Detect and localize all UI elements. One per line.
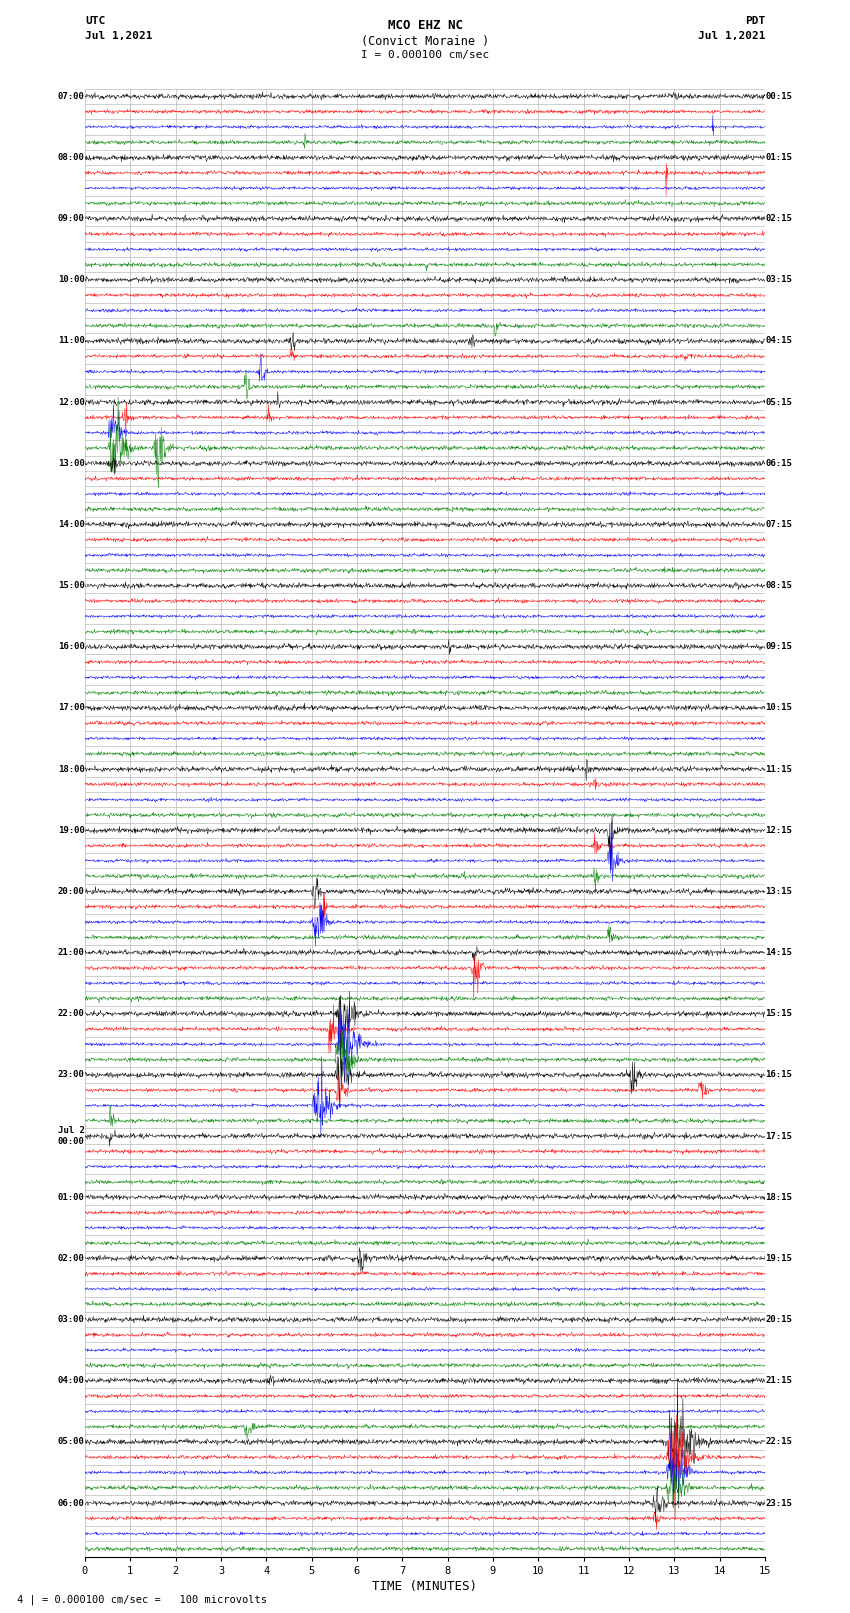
- Text: 09:15: 09:15: [765, 642, 792, 652]
- Text: (Convict Moraine ): (Convict Moraine ): [361, 35, 489, 48]
- Text: 22:15: 22:15: [765, 1437, 792, 1447]
- Text: 21:00: 21:00: [58, 948, 85, 957]
- Text: 06:00: 06:00: [58, 1498, 85, 1508]
- Text: 18:00: 18:00: [58, 765, 85, 774]
- Text: 05:15: 05:15: [765, 398, 792, 406]
- Text: MCO EHZ NC: MCO EHZ NC: [388, 19, 462, 32]
- Text: 23:00: 23:00: [58, 1071, 85, 1079]
- Text: 13:15: 13:15: [765, 887, 792, 895]
- Text: 12:15: 12:15: [765, 826, 792, 836]
- Text: 00:15: 00:15: [765, 92, 792, 102]
- Text: 17:15: 17:15: [765, 1132, 792, 1140]
- Text: 02:00: 02:00: [58, 1253, 85, 1263]
- Text: 05:00: 05:00: [58, 1437, 85, 1447]
- Text: 10:15: 10:15: [765, 703, 792, 713]
- Text: I = 0.000100 cm/sec: I = 0.000100 cm/sec: [361, 50, 489, 60]
- Text: 19:00: 19:00: [58, 826, 85, 836]
- Text: 16:15: 16:15: [765, 1071, 792, 1079]
- Text: 09:00: 09:00: [58, 215, 85, 223]
- Text: 12:00: 12:00: [58, 398, 85, 406]
- Text: 15:15: 15:15: [765, 1010, 792, 1018]
- Text: 14:15: 14:15: [765, 948, 792, 957]
- Text: 07:00: 07:00: [58, 92, 85, 102]
- Text: 04:15: 04:15: [765, 337, 792, 345]
- Text: 08:15: 08:15: [765, 581, 792, 590]
- Text: 17:00: 17:00: [58, 703, 85, 713]
- Text: 01:00: 01:00: [58, 1192, 85, 1202]
- Text: PDT: PDT: [745, 16, 765, 26]
- Text: 20:15: 20:15: [765, 1315, 792, 1324]
- Text: 16:00: 16:00: [58, 642, 85, 652]
- Text: 06:15: 06:15: [765, 458, 792, 468]
- Text: 13:00: 13:00: [58, 458, 85, 468]
- Text: Jul 1,2021: Jul 1,2021: [698, 31, 765, 40]
- Text: 08:00: 08:00: [58, 153, 85, 161]
- Text: 4 | = 0.000100 cm/sec =   100 microvolts: 4 | = 0.000100 cm/sec = 100 microvolts: [17, 1594, 267, 1605]
- Text: 18:15: 18:15: [765, 1192, 792, 1202]
- Text: 19:15: 19:15: [765, 1253, 792, 1263]
- Text: 03:15: 03:15: [765, 276, 792, 284]
- Text: 07:15: 07:15: [765, 519, 792, 529]
- Text: Jul 1,2021: Jul 1,2021: [85, 31, 152, 40]
- Text: 01:15: 01:15: [765, 153, 792, 161]
- Text: 15:00: 15:00: [58, 581, 85, 590]
- Text: 20:00: 20:00: [58, 887, 85, 895]
- X-axis label: TIME (MINUTES): TIME (MINUTES): [372, 1579, 478, 1592]
- Text: 03:00: 03:00: [58, 1315, 85, 1324]
- Text: 23:15: 23:15: [765, 1498, 792, 1508]
- Text: 21:15: 21:15: [765, 1376, 792, 1386]
- Text: 10:00: 10:00: [58, 276, 85, 284]
- Text: 22:00: 22:00: [58, 1010, 85, 1018]
- Text: 04:00: 04:00: [58, 1376, 85, 1386]
- Text: Jul 2
00:00: Jul 2 00:00: [58, 1126, 85, 1145]
- Text: 02:15: 02:15: [765, 215, 792, 223]
- Text: 11:15: 11:15: [765, 765, 792, 774]
- Text: 11:00: 11:00: [58, 337, 85, 345]
- Text: 14:00: 14:00: [58, 519, 85, 529]
- Text: UTC: UTC: [85, 16, 105, 26]
